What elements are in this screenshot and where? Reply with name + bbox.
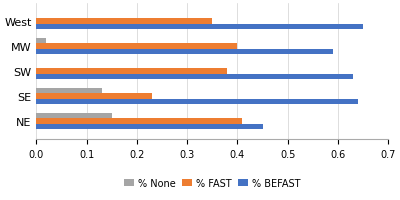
Bar bbox=[36, 113, 112, 119]
Bar bbox=[36, 19, 212, 25]
Bar bbox=[36, 69, 227, 75]
Bar bbox=[36, 50, 333, 55]
Legend: % None, % FAST, % BEFAST: % None, % FAST, % BEFAST bbox=[120, 174, 304, 192]
Bar bbox=[36, 88, 102, 94]
Bar bbox=[36, 39, 46, 44]
Bar bbox=[36, 99, 358, 105]
Bar bbox=[36, 75, 353, 80]
Bar bbox=[36, 124, 262, 130]
Bar bbox=[36, 94, 152, 99]
Bar bbox=[36, 44, 237, 50]
Bar bbox=[36, 25, 363, 30]
Bar bbox=[36, 119, 242, 124]
